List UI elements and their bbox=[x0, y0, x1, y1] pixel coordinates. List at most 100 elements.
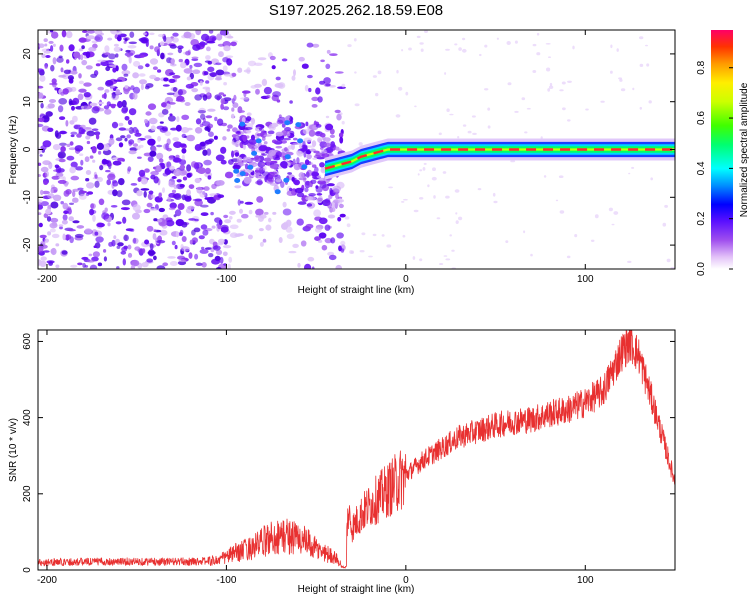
spectrogram-blob bbox=[154, 165, 162, 173]
colorbar-ticks: 0.0 0.2 0.4 0.6 0.8 bbox=[696, 60, 733, 276]
spectrogram-blob bbox=[223, 263, 227, 266]
spectrogram-blob bbox=[51, 31, 59, 39]
spectrogram-blob bbox=[103, 256, 107, 262]
spectrogram-speck bbox=[619, 78, 623, 82]
spectrogram-blob bbox=[164, 131, 171, 137]
spectrogram-blob bbox=[278, 237, 283, 243]
spectrogram-blob bbox=[289, 116, 294, 122]
spectrogram-blob bbox=[69, 202, 74, 205]
spectrogram-blob bbox=[38, 162, 42, 166]
spectrogram-blob bbox=[166, 147, 172, 152]
spectrogram-blob bbox=[128, 150, 137, 155]
spectrogram-speck bbox=[401, 201, 405, 203]
spectrogram-blob bbox=[329, 53, 338, 56]
spectrogram-blob bbox=[319, 162, 325, 168]
spectrogram-blob bbox=[328, 85, 336, 88]
spectrogram-blob bbox=[38, 43, 45, 48]
spectrogram-blob bbox=[126, 134, 131, 139]
spectrogram-blob bbox=[151, 194, 156, 199]
spectrogram-speck bbox=[594, 214, 599, 219]
spectrogram-speck bbox=[341, 83, 346, 88]
spectrogram-speck bbox=[559, 89, 564, 92]
spectrogram-blob bbox=[261, 153, 267, 156]
spectrogram-blob bbox=[104, 108, 112, 115]
spectrogram-blob bbox=[47, 193, 55, 199]
spectrogram-blob bbox=[314, 236, 321, 242]
spectrogram-speck bbox=[670, 266, 675, 269]
spectrogram-blob bbox=[200, 141, 210, 146]
spectrogram-blob bbox=[325, 280, 329, 285]
spectrogram-blob bbox=[132, 204, 141, 212]
y-tick-label: 0 bbox=[22, 146, 33, 152]
spectrogram-hotspot bbox=[247, 164, 254, 170]
spectrogram-blob bbox=[128, 108, 137, 116]
spectrogram-speck bbox=[585, 108, 589, 111]
spectrogram-blob bbox=[144, 135, 152, 139]
spectrogram-blob bbox=[317, 137, 323, 143]
spectrogram-blob bbox=[142, 32, 147, 36]
spectrogram-blob bbox=[305, 223, 314, 229]
spectrogram-blob bbox=[218, 51, 224, 58]
spectrogram-blob bbox=[330, 141, 336, 148]
spectrogram-blob bbox=[319, 80, 326, 85]
spectrogram-blob bbox=[85, 51, 91, 59]
spectrogram-blob bbox=[229, 210, 236, 215]
spectrogram-speck bbox=[403, 198, 408, 201]
spectrogram-ylabel: Frequency (Hz) bbox=[8, 116, 19, 185]
spectrogram-blob bbox=[306, 169, 313, 177]
spectrogram-blob bbox=[156, 240, 166, 244]
spectrogram-blob bbox=[198, 42, 208, 46]
spectrogram-blob bbox=[86, 191, 94, 195]
spectrogram-blob bbox=[191, 88, 199, 93]
spectrogram-blob bbox=[47, 127, 54, 132]
spectrogram-blob bbox=[112, 160, 122, 166]
spectrogram-speck bbox=[567, 119, 571, 122]
spectrogram-blob bbox=[181, 154, 185, 161]
spectrogram-blob bbox=[45, 208, 52, 215]
spectrogram-blob bbox=[173, 184, 178, 190]
spectrogram-blob bbox=[118, 142, 124, 148]
spectrogram-blob bbox=[116, 245, 121, 249]
spectrogram-blob bbox=[57, 105, 64, 113]
spectrogram-blob bbox=[78, 80, 84, 85]
spectrogram-blob bbox=[129, 228, 135, 232]
spectrogram-blob bbox=[270, 160, 278, 164]
spectrogram-speck bbox=[514, 110, 519, 113]
spectrogram-blob bbox=[124, 116, 130, 121]
spectrogram-blob bbox=[138, 169, 146, 177]
spectrogram-blob bbox=[294, 187, 304, 194]
spectrogram-blob bbox=[68, 44, 75, 52]
spectrogram-blob bbox=[118, 122, 124, 127]
spectrogram-blob bbox=[159, 41, 165, 46]
spectrogram-blob bbox=[314, 166, 319, 173]
spectrogram-blob bbox=[137, 139, 141, 143]
spectrogram-blob bbox=[218, 219, 223, 226]
spectrogram-blob bbox=[311, 266, 315, 269]
spectrogram-blob bbox=[214, 116, 218, 122]
spectrogram-blob bbox=[320, 59, 325, 63]
spectrogram-speck bbox=[419, 258, 423, 262]
spectrogram-blob bbox=[311, 96, 319, 102]
spectrogram-blob bbox=[258, 228, 264, 232]
x-tick-label: -100 bbox=[216, 575, 236, 586]
spectrogram-blob bbox=[67, 75, 74, 81]
spectrogram-blob bbox=[38, 92, 44, 99]
spectrogram-speck bbox=[521, 97, 526, 101]
spectrogram-blob bbox=[68, 147, 76, 151]
x-tick-label: 0 bbox=[403, 274, 409, 285]
spectrogram-speck bbox=[639, 36, 644, 40]
spectrogram-blob bbox=[216, 118, 224, 126]
spectrogram-blob bbox=[223, 214, 229, 219]
spectrogram-blob bbox=[78, 48, 84, 52]
spectrogram-blob bbox=[81, 105, 91, 110]
spectrogram-blob bbox=[211, 58, 216, 65]
spectrogram-blob bbox=[115, 53, 119, 58]
spectrogram-blob bbox=[123, 234, 129, 242]
spectrogram-blob bbox=[50, 201, 59, 209]
spectrogram-blob bbox=[89, 155, 94, 159]
spectrogram-speck bbox=[492, 192, 496, 197]
spectrogram-blob bbox=[267, 175, 275, 183]
spectrogram-blob bbox=[64, 234, 72, 240]
spectrogram-blob bbox=[150, 125, 156, 132]
spectrogram-blob bbox=[222, 136, 227, 141]
